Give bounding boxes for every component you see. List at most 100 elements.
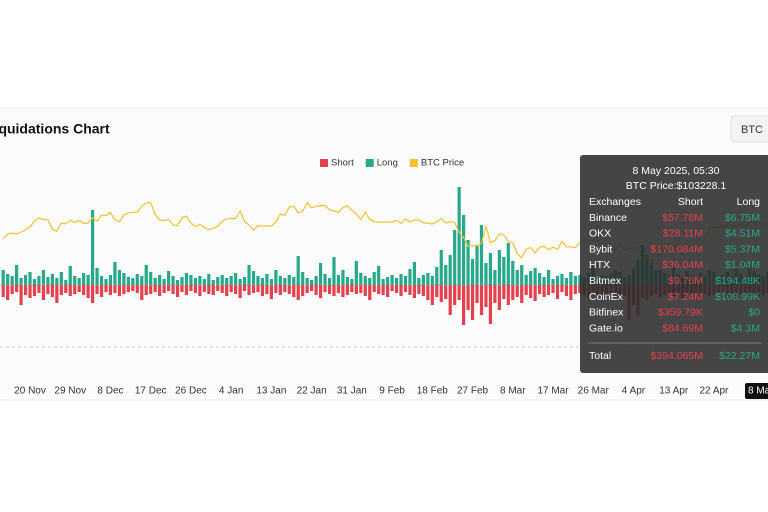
bar bbox=[515, 285, 519, 297]
bar bbox=[394, 285, 399, 293]
bar bbox=[99, 285, 104, 297]
bar bbox=[216, 285, 220, 291]
tooltip-price: BTC Price:$103228.1 bbox=[626, 180, 727, 192]
x-tick-label: 9 Feb bbox=[379, 386, 405, 397]
bar bbox=[149, 272, 153, 285]
bar bbox=[1, 270, 5, 285]
bar bbox=[238, 279, 242, 285]
bar bbox=[551, 279, 555, 285]
x-tick-label: 22 Jan bbox=[297, 386, 327, 397]
bar bbox=[126, 277, 130, 285]
bar bbox=[41, 270, 46, 285]
bar bbox=[377, 285, 381, 294]
bar bbox=[135, 285, 139, 293]
bar bbox=[372, 285, 376, 292]
bar bbox=[533, 268, 537, 285]
bar bbox=[198, 276, 202, 285]
bar bbox=[193, 278, 198, 285]
bar bbox=[430, 285, 434, 305]
bar bbox=[55, 285, 59, 303]
bar bbox=[479, 285, 484, 315]
bar bbox=[68, 285, 72, 296]
tooltip-cell: $1.04M bbox=[725, 259, 760, 271]
asset-button-label[interactable]: BTC bbox=[741, 124, 763, 136]
bar bbox=[59, 285, 63, 295]
bar bbox=[122, 273, 126, 285]
bar bbox=[19, 285, 23, 305]
asset-button[interactable] bbox=[730, 115, 768, 143]
bar bbox=[41, 285, 46, 300]
bar bbox=[524, 275, 528, 285]
bar bbox=[91, 285, 95, 303]
bar bbox=[256, 276, 260, 285]
bar bbox=[390, 275, 394, 285]
bar bbox=[578, 285, 582, 293]
bar bbox=[64, 285, 68, 293]
bar bbox=[323, 274, 327, 285]
bar bbox=[430, 276, 434, 285]
tooltip-cell: $194.48K bbox=[715, 275, 760, 287]
legend-swatch bbox=[409, 159, 418, 167]
bar bbox=[229, 276, 233, 285]
bar bbox=[444, 265, 448, 285]
bar bbox=[573, 285, 577, 294]
bar bbox=[502, 257, 506, 285]
bar bbox=[426, 285, 430, 300]
x-tick-label: 27 Feb bbox=[457, 386, 489, 397]
bar bbox=[497, 250, 501, 285]
bar bbox=[153, 278, 157, 285]
bar bbox=[417, 285, 421, 294]
bar bbox=[314, 285, 318, 295]
tooltip-cell: $36.04M bbox=[662, 259, 703, 271]
bar bbox=[274, 270, 278, 285]
tooltip-cell: $57.78M bbox=[662, 212, 703, 224]
bar bbox=[341, 270, 345, 285]
bar bbox=[466, 240, 470, 285]
tooltip-cell: $170.084M bbox=[650, 243, 703, 255]
bar bbox=[412, 285, 417, 298]
bar bbox=[578, 275, 582, 285]
tooltip-box bbox=[580, 155, 768, 373]
bar bbox=[10, 276, 14, 285]
bar bbox=[555, 276, 560, 285]
x-tick-label: 26 Mar bbox=[578, 386, 610, 397]
bar bbox=[171, 276, 175, 285]
legend-label: Short bbox=[331, 158, 354, 169]
bar bbox=[260, 278, 265, 285]
bar bbox=[475, 285, 479, 303]
tooltip-cell: $84.69M bbox=[662, 322, 703, 334]
bar bbox=[538, 285, 542, 294]
bar bbox=[180, 277, 184, 285]
bar bbox=[269, 279, 273, 285]
bar bbox=[15, 265, 19, 285]
bar bbox=[462, 215, 466, 285]
bar bbox=[113, 285, 117, 293]
bar bbox=[488, 253, 493, 285]
bar bbox=[242, 285, 247, 291]
bar bbox=[278, 285, 282, 295]
bar bbox=[274, 285, 278, 293]
bar bbox=[278, 276, 282, 285]
bar bbox=[234, 273, 238, 285]
bar bbox=[73, 276, 77, 285]
bar bbox=[131, 285, 135, 291]
bar bbox=[140, 285, 144, 300]
bar bbox=[265, 285, 269, 294]
tooltip-cell: Gate.io bbox=[589, 322, 623, 334]
bar bbox=[542, 277, 546, 285]
bar bbox=[175, 280, 180, 285]
bar bbox=[488, 285, 493, 324]
hover-label-box bbox=[745, 383, 768, 399]
bar bbox=[175, 285, 180, 297]
bar bbox=[345, 285, 349, 295]
bar bbox=[77, 278, 81, 285]
bar bbox=[453, 230, 457, 285]
tooltip-cell: $4.3M bbox=[731, 322, 760, 334]
bar bbox=[457, 187, 461, 285]
bar bbox=[117, 270, 122, 285]
bar bbox=[242, 277, 247, 285]
bar bbox=[301, 272, 305, 285]
bar bbox=[158, 275, 162, 285]
bar bbox=[493, 270, 497, 285]
